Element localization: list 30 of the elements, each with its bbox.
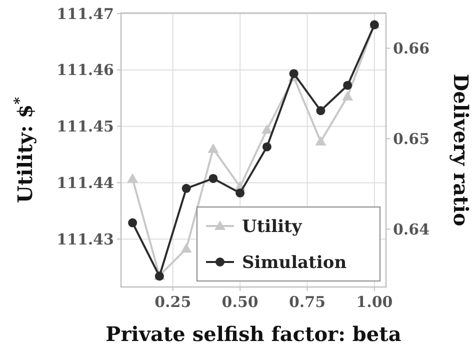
point xyxy=(180,243,192,253)
point xyxy=(315,136,326,146)
point xyxy=(342,90,354,100)
y-tick-label: 111.43 xyxy=(56,230,114,248)
point xyxy=(127,173,138,183)
point xyxy=(182,184,191,193)
x-tick-label: 1.00 xyxy=(356,293,393,311)
point xyxy=(236,188,245,198)
point xyxy=(289,69,298,78)
legend-label: Utility xyxy=(242,216,303,237)
x-tick-label: 0.25 xyxy=(154,293,192,311)
y-tick-label: 111.44 xyxy=(56,174,114,192)
point xyxy=(208,143,219,153)
x-tick-label: 0.50 xyxy=(222,293,258,311)
point xyxy=(261,124,272,134)
y2-tick-label: 0.65 xyxy=(393,130,430,148)
point xyxy=(316,106,326,116)
legend-label: Simulation xyxy=(242,252,347,273)
x-axis-title: Private selfish factor: beta xyxy=(106,322,402,346)
y2-tick-label: 0.66 xyxy=(393,40,430,58)
point xyxy=(208,174,218,183)
y2-axis-title: Delivery ratio xyxy=(449,74,473,226)
y-tick-label: 111.46 xyxy=(56,61,114,80)
y2-tick-label: 0.64 xyxy=(393,220,430,238)
x-tick-label: 0.75 xyxy=(288,293,326,311)
point xyxy=(262,142,272,152)
y-tick-label: 111.47 xyxy=(56,4,114,23)
y-tick-label: 111.45 xyxy=(56,118,114,136)
point xyxy=(128,218,138,228)
point xyxy=(343,80,352,90)
